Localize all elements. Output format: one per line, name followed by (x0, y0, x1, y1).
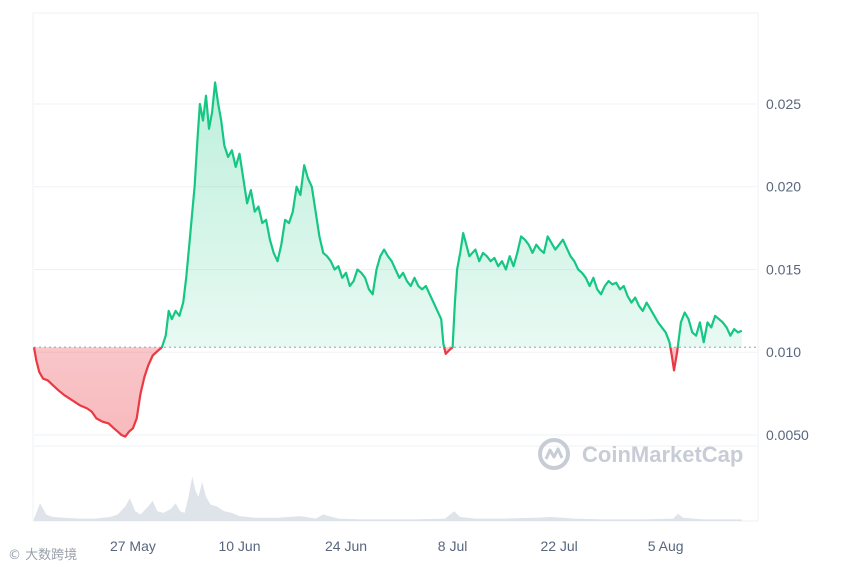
corner-watermark: © 大数跨境 (8, 544, 77, 563)
x-tick-label: 24 Jun (325, 538, 367, 554)
y-tick-label: 0.025 (766, 96, 801, 112)
volume-bars (34, 476, 742, 521)
x-tick-label: 8 Jul (438, 538, 468, 554)
copyright-icon: © (8, 548, 21, 563)
y-axis-ticks: 0.025 0.020 0.015 0.010 0.0050 (766, 96, 809, 443)
price-lines (32, 81, 743, 438)
y-tick-label: 0.010 (766, 344, 801, 360)
y-tick-label: 0.0050 (766, 427, 809, 443)
corner-watermark-text: 大数跨境 (25, 548, 78, 563)
x-tick-label: 27 May (110, 538, 156, 554)
volume-area (34, 476, 742, 521)
y-tick-label: 0.020 (766, 179, 801, 195)
x-tick-label: 5 Aug (648, 538, 684, 554)
price-areas (34, 82, 742, 437)
y-tick-label: 0.015 (766, 261, 801, 277)
x-tick-label: 10 Jun (218, 538, 260, 554)
price-area-above-baseline (34, 82, 742, 348)
x-tick-label: 22 Jul (540, 538, 577, 554)
price-line-up (34, 81, 743, 348)
coinmarketcap-logo-icon (538, 438, 570, 470)
price-area-below-baseline (34, 347, 678, 437)
watermark: CoinMarketCap (538, 438, 743, 470)
watermark-text: CoinMarketCap (582, 442, 743, 467)
x-axis-ticks: 27 May 10 Jun 24 Jun 8 Jul 22 Jul 5 Aug (110, 538, 684, 554)
